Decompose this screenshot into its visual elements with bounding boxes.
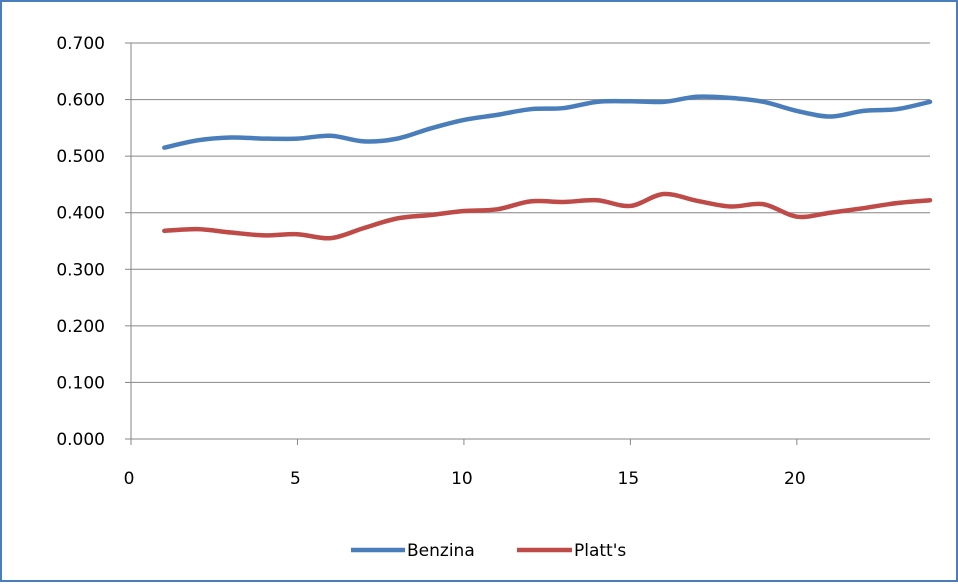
data-point bbox=[895, 201, 899, 205]
data-point bbox=[828, 211, 832, 215]
y-tick-label: 0.100 bbox=[56, 373, 105, 393]
data-point bbox=[162, 146, 166, 150]
data-point bbox=[762, 100, 766, 104]
y-tick-label: 0.700 bbox=[56, 34, 105, 54]
y-tick-label: 0.300 bbox=[56, 260, 105, 280]
data-point bbox=[529, 199, 533, 203]
data-point bbox=[295, 137, 299, 141]
x-tick-label: 15 bbox=[618, 469, 640, 489]
series-lines bbox=[162, 94, 933, 241]
data-point bbox=[229, 231, 233, 235]
data-point bbox=[196, 138, 200, 142]
data-point bbox=[429, 126, 433, 130]
data-point bbox=[695, 199, 699, 203]
y-tick-label: 0.500 bbox=[56, 147, 105, 167]
data-point bbox=[362, 139, 366, 143]
x-tick-label: 0 bbox=[124, 469, 135, 489]
legend: Benzina Platt's bbox=[351, 541, 626, 561]
data-point bbox=[728, 96, 732, 100]
data-point bbox=[262, 233, 266, 237]
data-point bbox=[695, 95, 699, 99]
data-point bbox=[662, 192, 666, 196]
data-point bbox=[395, 216, 399, 220]
data-point bbox=[795, 215, 799, 219]
y-tick-label: 0.200 bbox=[56, 317, 105, 337]
x-tick-label: 5 bbox=[290, 469, 301, 489]
x-tick-label: 10 bbox=[451, 469, 473, 489]
x-tick-label: 20 bbox=[784, 469, 806, 489]
data-point bbox=[362, 226, 366, 230]
data-point bbox=[329, 134, 333, 138]
y-tick-label: 0.600 bbox=[56, 91, 105, 111]
data-point bbox=[595, 198, 599, 202]
axes: 0.000 0.100 0.200 0.300 0.400 0.500 0.600 0.700… bbox=[56, 34, 930, 489]
data-point bbox=[262, 137, 266, 141]
data-point bbox=[762, 202, 766, 206]
data-point bbox=[395, 137, 399, 141]
y-tick-label: 0.400 bbox=[56, 204, 105, 224]
data-point bbox=[728, 204, 732, 208]
data-point bbox=[495, 113, 499, 117]
data-point bbox=[562, 106, 566, 110]
data-point bbox=[795, 109, 799, 113]
legend-label: Benzina bbox=[407, 541, 475, 561]
data-point bbox=[196, 227, 200, 231]
data-point bbox=[895, 107, 899, 111]
data-point bbox=[229, 135, 233, 139]
data-point bbox=[495, 207, 499, 211]
series-line-platts bbox=[162, 191, 933, 241]
data-point bbox=[162, 229, 166, 233]
legend-label: Platt's bbox=[574, 541, 626, 561]
data-point bbox=[462, 118, 466, 122]
data-point bbox=[628, 99, 632, 103]
data-point bbox=[562, 200, 566, 204]
data-point bbox=[329, 236, 333, 240]
data-point bbox=[662, 100, 666, 104]
data-point bbox=[861, 109, 865, 113]
y-tick-label: 0.000 bbox=[56, 430, 105, 450]
data-point bbox=[828, 115, 832, 119]
data-point bbox=[462, 209, 466, 213]
data-point bbox=[628, 204, 632, 208]
data-point bbox=[928, 100, 932, 104]
data-point bbox=[928, 198, 932, 202]
data-point bbox=[595, 100, 599, 104]
series-line-benzina bbox=[162, 94, 933, 150]
gridlines bbox=[131, 42, 930, 383]
data-point bbox=[861, 206, 865, 210]
data-point bbox=[295, 232, 299, 236]
data-point bbox=[429, 213, 433, 217]
data-point bbox=[529, 107, 533, 111]
